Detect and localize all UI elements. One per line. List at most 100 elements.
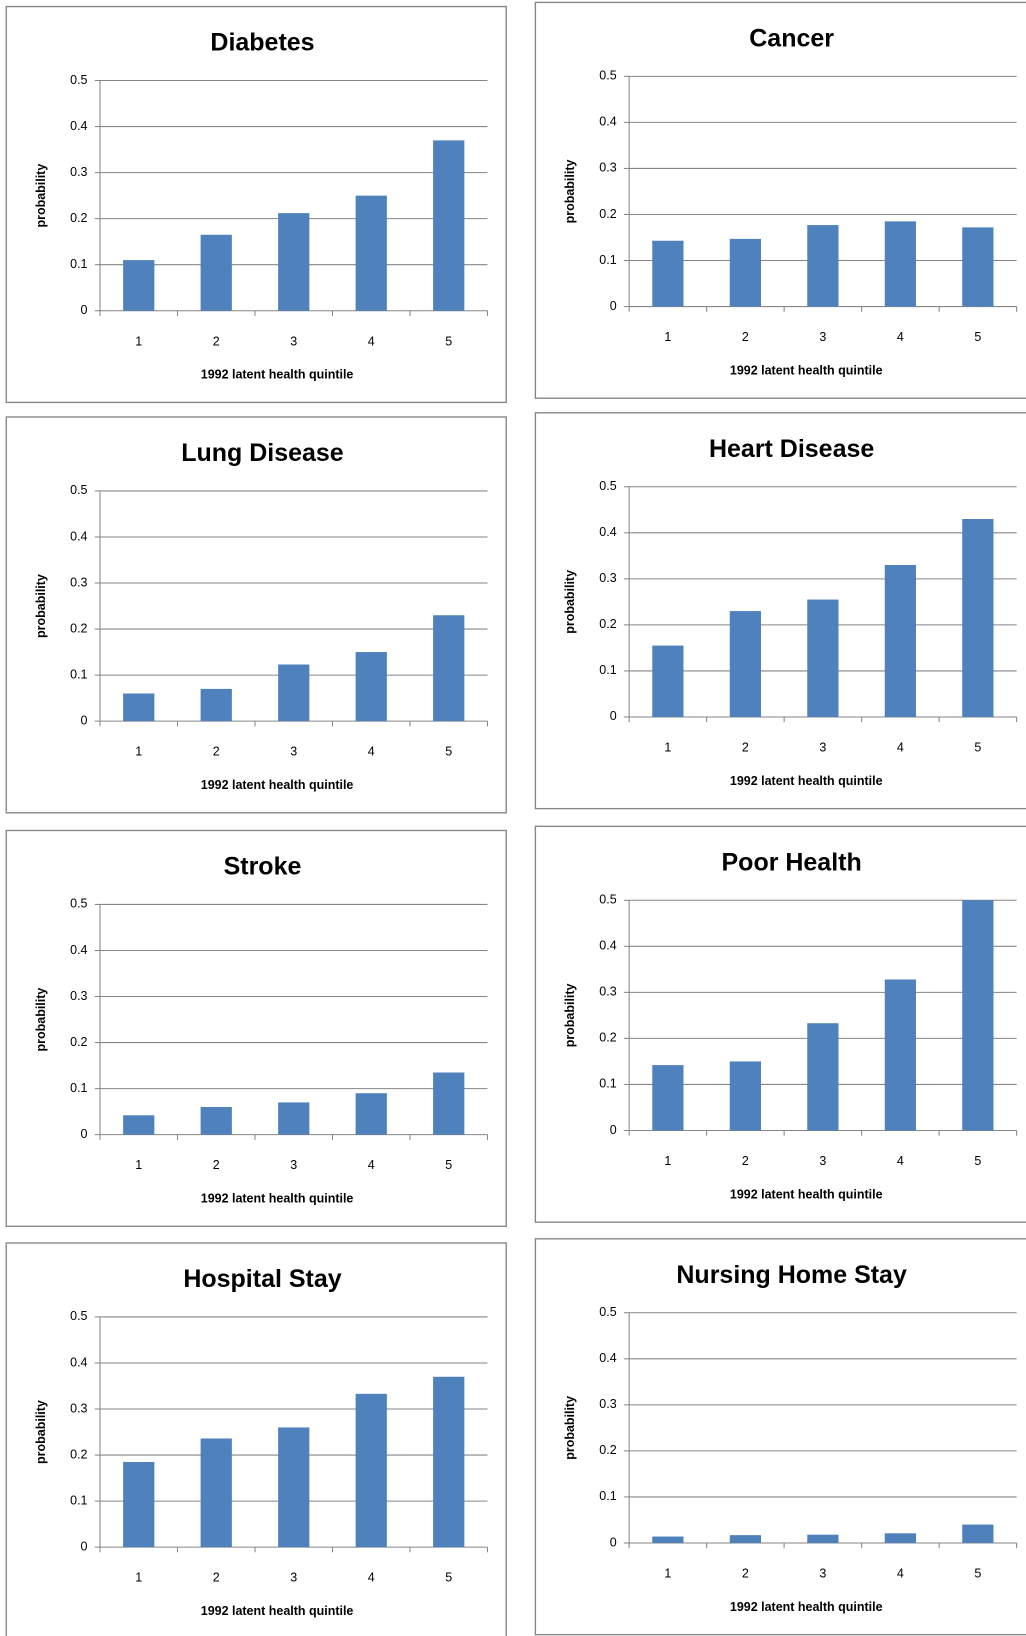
- bar: [807, 1534, 839, 1543]
- bar: [433, 1072, 465, 1135]
- y-tick-label: 0.2: [70, 1035, 87, 1049]
- x-tick-label: 2: [742, 741, 749, 755]
- y-tick-label: 0.2: [599, 1031, 616, 1045]
- x-tick-label: 5: [974, 330, 981, 344]
- x-axis-label: 1992 latent health quintile: [730, 1187, 883, 1201]
- x-tick-label: 3: [819, 1154, 826, 1168]
- bar: [200, 688, 232, 722]
- y-tick-label: 0.5: [599, 893, 616, 907]
- chart-title: Lung Disease: [181, 439, 344, 467]
- y-axis-label: probability: [34, 988, 48, 1052]
- y-tick-label: 0: [81, 303, 88, 317]
- y-tick-label: 0.1: [599, 1077, 616, 1091]
- y-tick-label: 0.4: [70, 943, 87, 957]
- y-tick-label: 0.2: [70, 621, 87, 635]
- bar: [652, 1065, 684, 1131]
- x-axis-label: 1992 latent health quintile: [201, 1604, 354, 1618]
- y-tick-label: 0.2: [70, 211, 87, 225]
- chart-panel: Cancer 0 0.1 0.2 0.3 0.4 0.5 1 2 3 4 5 1992 latent h…: [534, 1, 1026, 399]
- panel-border: [5, 829, 507, 1227]
- panel-border: [534, 412, 1026, 810]
- x-axis-label: 1992 latent health quintile: [730, 1600, 883, 1614]
- y-tick-label: 0.1: [599, 1489, 616, 1503]
- y-tick-label: 0.2: [70, 1447, 87, 1461]
- bar: [652, 645, 684, 717]
- x-tick-label: 5: [445, 745, 452, 759]
- chart-panel: Stroke 0 0.1 0.2 0.3 0.4 0.5 1 2 3 4 5 1992 latent h…: [5, 829, 507, 1227]
- x-tick-label: 1: [664, 330, 671, 344]
- x-tick-label: 1: [135, 1158, 142, 1172]
- panel-border: [534, 825, 1026, 1223]
- x-tick-label: 3: [819, 330, 826, 344]
- x-tick-label: 2: [742, 1567, 749, 1581]
- y-tick-label: 0: [610, 299, 617, 313]
- x-tick-label: 4: [368, 1571, 375, 1585]
- panel-border: [5, 1242, 507, 1636]
- x-tick-label: 4: [368, 334, 375, 348]
- bar: [807, 599, 839, 717]
- y-tick-label: 0: [81, 1127, 88, 1141]
- chart-panel: Lung Disease 0 0.1 0.2 0.3 0.4 0.5 1 2 3 4 5 1992 la…: [5, 416, 507, 814]
- chart-title: Stroke: [224, 853, 302, 881]
- y-tick-label: 0.1: [70, 257, 87, 271]
- bar: [433, 1376, 465, 1548]
- x-tick-label: 1: [135, 1571, 142, 1585]
- x-tick-label: 5: [974, 1567, 981, 1581]
- y-tick-label: 0.5: [70, 73, 87, 87]
- panel-border: [5, 416, 507, 814]
- x-axis-label: 1992 latent health quintile: [730, 774, 883, 788]
- y-axis-label: probability: [563, 570, 577, 634]
- bar: [355, 195, 387, 311]
- y-tick-label: 0.4: [599, 939, 616, 953]
- y-tick-label: 0.4: [70, 119, 87, 133]
- bar: [729, 611, 762, 717]
- x-tick-label: 3: [819, 741, 826, 755]
- y-tick-label: 0: [610, 709, 617, 723]
- bar: [200, 234, 232, 311]
- x-tick-label: 4: [897, 330, 904, 344]
- x-tick-label: 1: [664, 1567, 671, 1581]
- bar: [355, 652, 387, 722]
- x-tick-label: 1: [664, 1154, 671, 1168]
- y-tick-label: 0.5: [70, 897, 87, 911]
- x-tick-label: 3: [290, 745, 297, 759]
- x-axis-label: 1992 latent health quintile: [730, 363, 883, 377]
- bar: [884, 1533, 917, 1543]
- y-axis-label: probability: [34, 574, 48, 638]
- y-tick-label: 0.3: [599, 1397, 616, 1411]
- bar: [807, 1023, 839, 1131]
- y-tick-label: 0.1: [70, 1081, 87, 1095]
- chart-title: Cancer: [749, 25, 834, 53]
- y-tick-label: 0.4: [599, 525, 616, 539]
- y-tick-label: 0.2: [599, 1443, 616, 1457]
- y-tick-label: 0.4: [70, 1355, 87, 1369]
- chart-title: Poor Health: [722, 848, 862, 876]
- y-tick-label: 0.4: [599, 1351, 616, 1365]
- x-axis-label: 1992 latent health quintile: [201, 368, 354, 382]
- panel-border: [534, 1, 1026, 399]
- y-tick-label: 0.5: [70, 483, 87, 497]
- bar: [433, 140, 465, 311]
- y-tick-label: 0.4: [599, 115, 616, 129]
- bar: [123, 1461, 155, 1548]
- y-tick-label: 0: [81, 713, 88, 727]
- chart-title: Nursing Home Stay: [676, 1261, 907, 1289]
- y-tick-label: 0.5: [599, 69, 616, 83]
- y-tick-label: 0: [610, 1535, 617, 1549]
- x-tick-label: 5: [445, 1158, 452, 1172]
- y-axis-label: probability: [34, 164, 48, 228]
- y-tick-label: 0: [610, 1123, 617, 1137]
- chart-title: Diabetes: [210, 29, 314, 57]
- panel-border: [534, 1238, 1026, 1636]
- y-tick-label: 0.1: [599, 253, 616, 267]
- x-tick-label: 2: [213, 334, 220, 348]
- chart-title: Heart Disease: [709, 435, 874, 463]
- y-tick-label: 0.1: [599, 663, 616, 677]
- y-tick-label: 0.3: [599, 571, 616, 585]
- y-tick-label: 0.5: [70, 1309, 87, 1323]
- chart-panel: Diabetes 0 0.1 0.2 0.3 0.4 0.5 1 2 3 4 5 1992 latent…: [5, 5, 507, 404]
- bar: [884, 979, 917, 1131]
- x-tick-label: 1: [664, 741, 671, 755]
- bar: [962, 227, 994, 307]
